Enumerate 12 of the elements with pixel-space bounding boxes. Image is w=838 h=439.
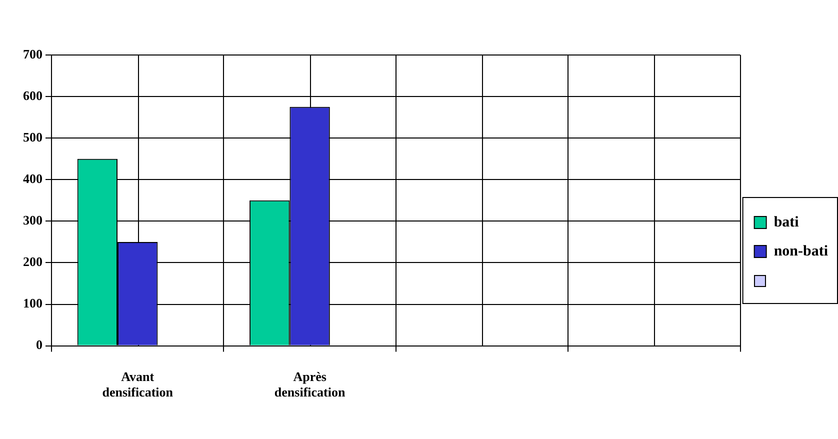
- x-tick-label: Après densification: [274, 368, 346, 400]
- x-tick-label: Avant densification: [102, 368, 174, 400]
- legend-label: bati: [774, 214, 799, 230]
- y-tick-label: 500: [23, 129, 42, 144]
- y-tick-label: 400: [23, 170, 42, 186]
- y-tick-label: 300: [23, 212, 42, 228]
- y-tick-label: 0: [36, 337, 42, 352]
- y-tick-label: 700: [23, 46, 42, 62]
- y-tick-label: 600: [23, 88, 42, 103]
- legend-label: non-bati: [774, 243, 828, 260]
- y-tick-label: 100: [23, 296, 42, 311]
- y-tick-label: 200: [23, 254, 42, 270]
